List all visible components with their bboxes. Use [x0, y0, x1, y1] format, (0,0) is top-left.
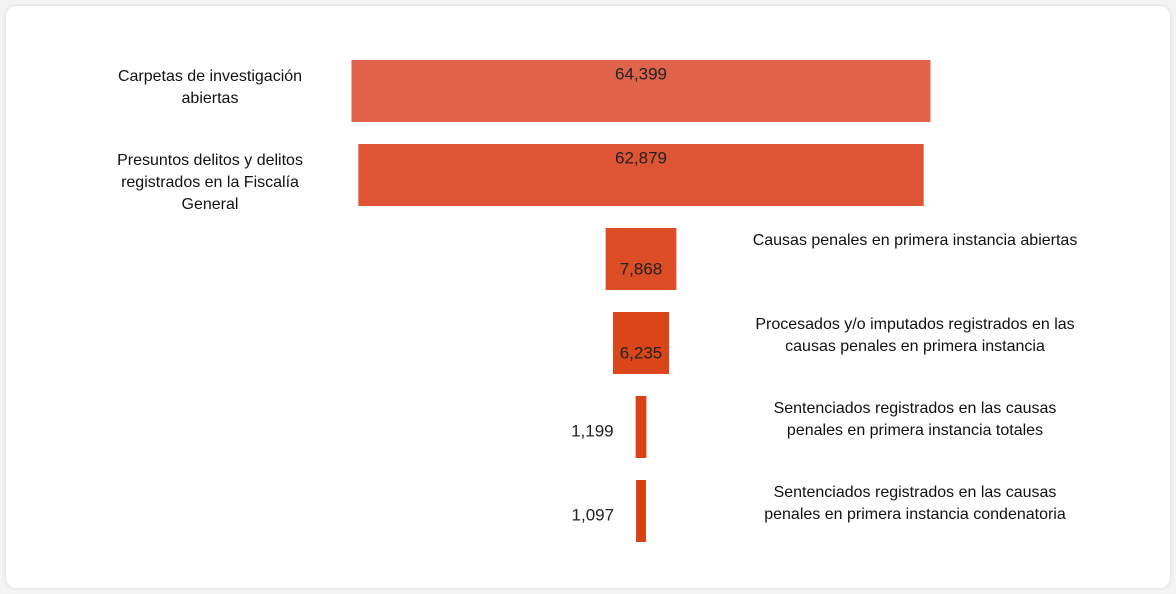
category-label: Sentenciados registrados en las causas p… — [773, 400, 1057, 439]
funnel-bar — [358, 144, 924, 206]
value-label: 1,097 — [572, 505, 615, 524]
value-label: 6,235 — [620, 343, 663, 362]
value-label: 62,879 — [615, 148, 667, 167]
category-label: Presuntos delitos y delitos registrados … — [117, 152, 303, 213]
category-label: Procesados y/o imputados registrados en … — [755, 316, 1075, 355]
funnel-bar — [351, 60, 931, 122]
funnel-bar — [636, 480, 646, 542]
funnel-bar — [612, 312, 670, 374]
value-label: 1,199 — [571, 421, 614, 440]
funnel-bar — [635, 396, 647, 458]
value-label: 7,868 — [620, 259, 663, 278]
category-label: Carpetas de investigación abiertas — [117, 68, 303, 107]
category-label: Sentenciados registrados en las causas p… — [764, 484, 1066, 523]
funnel-bar — [605, 228, 677, 290]
category-label: Causas penales en primera instancia abie… — [752, 232, 1078, 249]
value-label: 64,399 — [615, 64, 667, 83]
